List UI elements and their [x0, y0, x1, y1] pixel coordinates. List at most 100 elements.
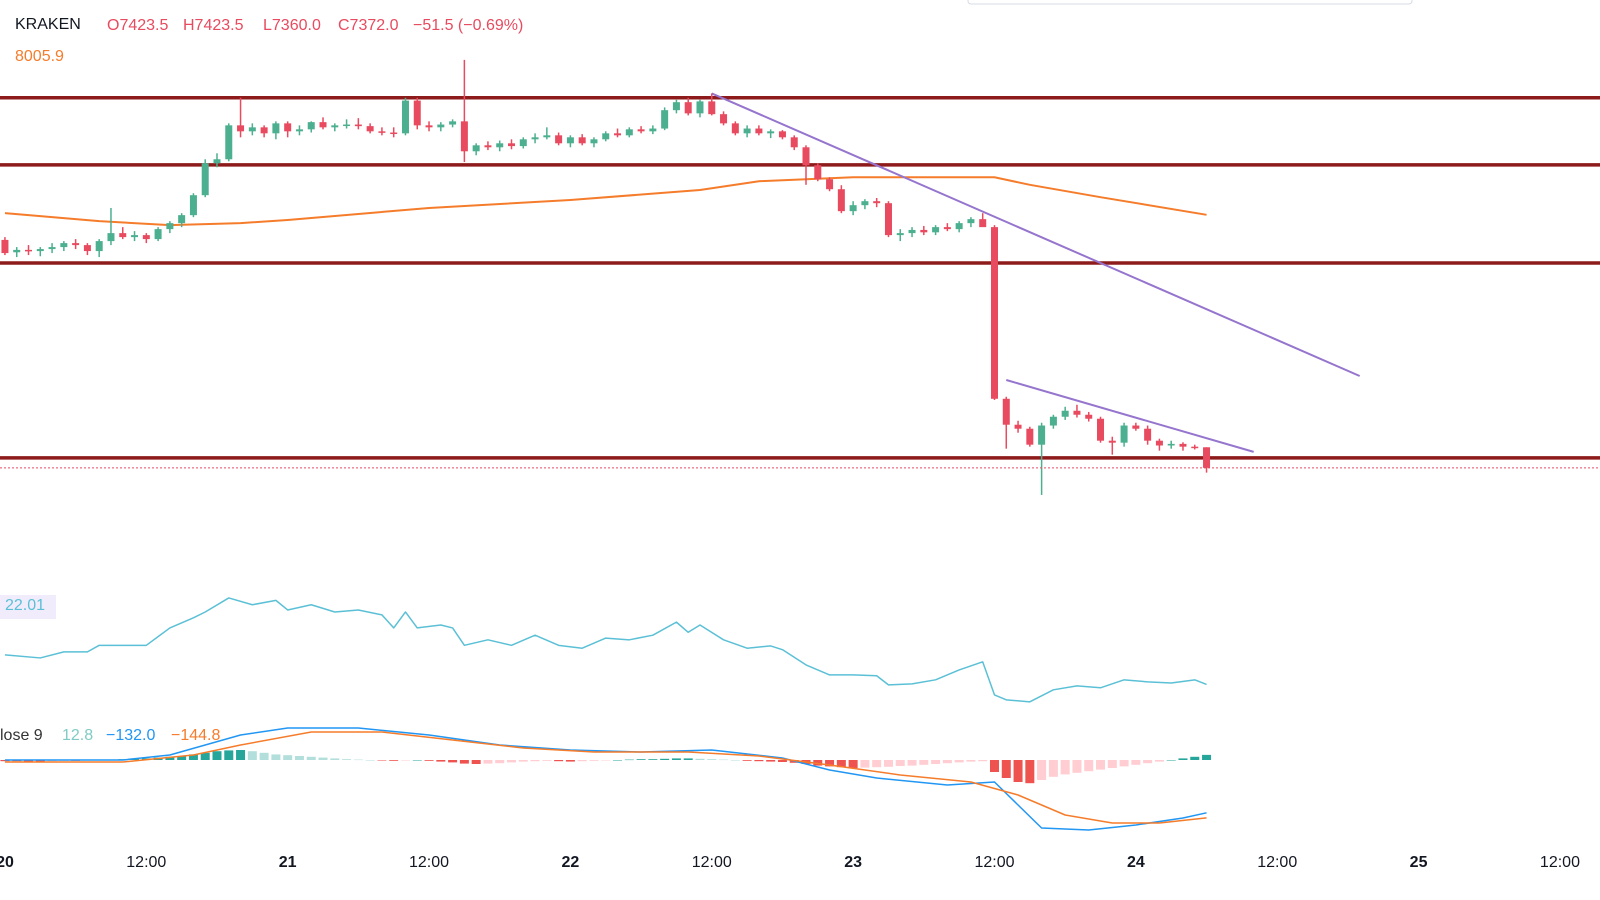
- macd-histogram-bar: [330, 758, 340, 760]
- candle-body: [390, 132, 398, 135]
- macd-histogram-bar: [188, 754, 198, 760]
- macd-histogram-bar: [247, 751, 257, 760]
- candle-body: [519, 139, 527, 147]
- candle-body: [625, 129, 633, 136]
- candle-body: [684, 102, 692, 114]
- candle-body: [543, 135, 551, 138]
- macd-histogram-bar: [483, 760, 493, 764]
- macd-histogram-bar: [365, 760, 375, 761]
- macd-histogram-bar: [518, 760, 528, 762]
- candle-body: [696, 101, 704, 114]
- candle-body: [767, 131, 775, 134]
- candle-body: [896, 233, 904, 236]
- macd-histogram-bar: [754, 760, 764, 762]
- candle-body: [990, 227, 998, 399]
- macd-histogram-bar: [825, 760, 835, 767]
- candle-body: [484, 145, 492, 148]
- candle-body: [755, 128, 763, 134]
- candle-body: [260, 127, 268, 134]
- ohlc-change: −51.5 (−0.69%): [413, 17, 523, 34]
- candle-body: [672, 102, 680, 111]
- macd-histogram-bar: [1131, 760, 1141, 765]
- candle-body: [826, 179, 834, 190]
- candle-body: [307, 122, 315, 130]
- candle-body: [95, 241, 103, 252]
- candle-body: [201, 163, 209, 196]
- candle-body: [237, 125, 245, 132]
- macd-histogram-bar: [624, 759, 634, 761]
- macd-histogram-bar: [860, 760, 870, 768]
- candle-body: [1155, 440, 1163, 446]
- x-tick-label: 24: [1127, 854, 1145, 871]
- candle-body: [637, 129, 645, 132]
- candle-body: [566, 137, 574, 144]
- macd-histogram-bar: [542, 760, 552, 761]
- candle-body: [366, 126, 374, 132]
- macd-histogram-bar: [1060, 760, 1070, 775]
- candle-body: [1203, 447, 1211, 468]
- candle-body: [36, 249, 44, 252]
- macd-histogram-bar: [589, 760, 599, 761]
- candle-body: [1014, 424, 1022, 429]
- candle-body: [60, 243, 68, 248]
- plot: [0, 59, 1600, 831]
- macd-histogram-bar: [565, 760, 575, 762]
- rsi-label-bg: [0, 595, 56, 619]
- signal-value: −144.8: [171, 727, 220, 744]
- macd-histogram-bar: [236, 750, 246, 760]
- macd-histogram-bar: [471, 760, 481, 764]
- macd-histogram-bar: [200, 752, 210, 760]
- macd-histogram-bar: [683, 758, 693, 760]
- macd-histogram-bar: [989, 760, 999, 772]
- x-tick-label: 12:00: [974, 854, 1014, 871]
- rsi-value: 22.01: [5, 597, 45, 614]
- x-tick-label: 12:00: [1540, 854, 1580, 871]
- candle-body: [884, 203, 892, 236]
- macd-histogram-bar: [35, 760, 45, 762]
- macd-histogram-bar: [507, 760, 517, 763]
- candle-body: [1144, 428, 1152, 441]
- candle-body: [849, 205, 857, 212]
- macd-histogram-bar: [695, 758, 705, 760]
- macd-histogram-bar: [895, 760, 905, 766]
- macd-histogram-bar: [1190, 756, 1200, 760]
- candle-body: [25, 249, 33, 252]
- candle-body: [460, 121, 468, 152]
- macd-histogram-bar: [318, 757, 328, 760]
- macd-histogram-bar: [24, 760, 34, 762]
- macd-histogram-bar: [636, 759, 646, 760]
- candle-body: [743, 128, 751, 134]
- candle-body: [272, 123, 280, 134]
- macd-histogram-bar: [978, 760, 988, 762]
- macd-histogram-bar: [730, 760, 740, 761]
- macd-histogram-bar: [872, 760, 882, 768]
- candle-body: [48, 247, 56, 250]
- macd-histogram-bar: [412, 760, 422, 761]
- macd-histogram-bar: [648, 759, 658, 760]
- macd-histogram-bar: [342, 759, 352, 760]
- candle-body: [213, 159, 221, 164]
- candle-body: [189, 195, 197, 216]
- candle-body: [720, 114, 728, 124]
- candle-body: [496, 143, 504, 148]
- ohlc-low: L7360.0: [263, 17, 321, 34]
- candle-body: [1179, 443, 1187, 447]
- candle-body: [119, 233, 127, 238]
- candle-body: [472, 145, 480, 152]
- x-tick-label: 12:00: [1257, 854, 1297, 871]
- candle-body: [932, 227, 940, 233]
- macd-histogram-bar: [495, 760, 505, 764]
- macd-histogram-bar: [942, 760, 952, 764]
- x-tick-label: 12:00: [692, 854, 732, 871]
- macd-legend-title: lose 9: [0, 727, 43, 744]
- candle-body: [343, 124, 351, 127]
- trendline: [711, 92, 1361, 377]
- macd-histogram-bar: [1202, 754, 1212, 760]
- candle-body: [837, 189, 845, 212]
- macd-histogram-bar: [259, 752, 269, 760]
- candle-body: [1049, 416, 1057, 426]
- candle-body: [248, 127, 256, 132]
- macd-histogram-bar: [1154, 760, 1164, 762]
